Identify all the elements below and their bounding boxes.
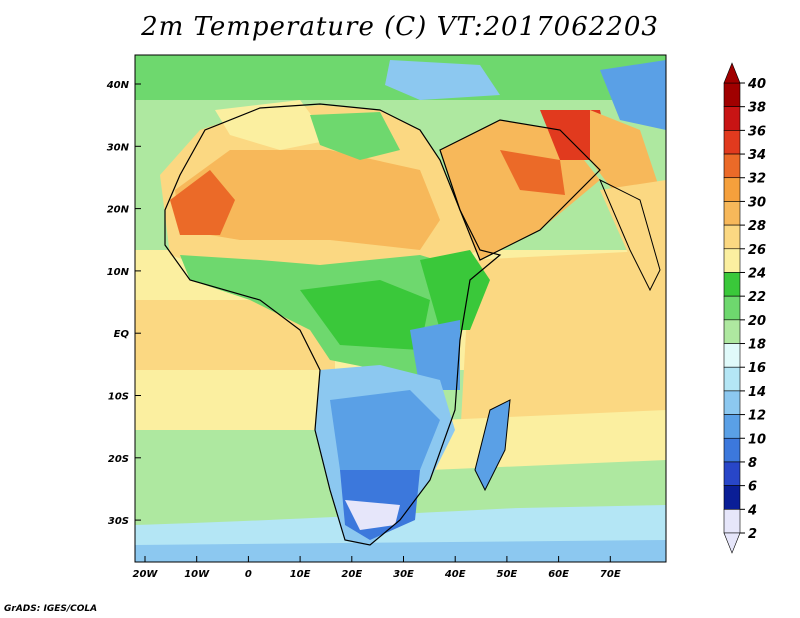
colorbar-segment xyxy=(723,461,741,486)
colorbar-label: 8 xyxy=(748,456,757,471)
colorbar-segment xyxy=(723,177,741,202)
colorbar-bottom-arrow xyxy=(723,532,741,554)
lon-label: 20E xyxy=(341,569,362,580)
colorbar-segment xyxy=(723,153,741,179)
latitude-axis: 40N 30N 20N 10N EQ 10S 20S 30S xyxy=(106,80,141,527)
indian-ocean-warm xyxy=(460,250,666,440)
colorbar-label: 22 xyxy=(748,290,766,305)
ethiopia-green xyxy=(420,250,490,330)
longitude-axis: 20W 10W 0 10E 20E 30E 40E 50E 60E 70E xyxy=(133,556,621,580)
lat-label: 30S xyxy=(108,516,129,527)
lat-label: 40N xyxy=(106,80,130,91)
india-warm xyxy=(600,180,666,290)
colorbar-label: 16 xyxy=(748,361,766,376)
colorbar-label: 32 xyxy=(748,172,766,187)
colorbar-segment xyxy=(723,366,741,392)
madagascar-coastline xyxy=(474,399,511,492)
colorbar-label: 28 xyxy=(748,219,766,234)
colorbar-label: 40 xyxy=(747,77,766,92)
madagascar xyxy=(475,400,510,490)
colorbar-top-arrow xyxy=(723,62,741,84)
lat-label: 20N xyxy=(107,205,130,216)
congo-green xyxy=(300,280,430,350)
colorbar-segment xyxy=(723,224,741,250)
lon-label: 60E xyxy=(548,569,569,580)
atlantic-cool-band xyxy=(135,430,315,530)
colorbar-label: 12 xyxy=(748,409,766,424)
colorbar-segment xyxy=(723,319,741,344)
grads-credit: GrADS: IGES/COLA xyxy=(4,604,98,614)
colorbar-label: 38 xyxy=(748,101,766,116)
sahara-hot xyxy=(175,150,440,250)
atlantic-south-band xyxy=(135,370,335,430)
east-africa-cool xyxy=(410,320,460,390)
colorbar-label: 30 xyxy=(748,195,766,210)
colorbar-label: 34 xyxy=(748,148,766,163)
lon-label: 50E xyxy=(497,569,518,580)
lon-label: 10E xyxy=(290,569,311,580)
lat-label: 30N xyxy=(107,142,130,153)
india-coastline xyxy=(599,178,661,292)
lat-label: 10N xyxy=(107,267,130,278)
lesotho-cold xyxy=(345,500,400,530)
colorbar: 40 38 36 34 32 30 28 26 24 22 20 18 16 14 12 10 8 6 4 2 xyxy=(723,62,766,554)
map-plot-area xyxy=(135,55,666,562)
colorbar-segment xyxy=(723,390,741,415)
colorbar-label: 18 xyxy=(748,338,766,353)
map-title: 2m Temperature (C) VT:2017062203 xyxy=(141,12,659,42)
colorbar-segment xyxy=(723,248,741,273)
colorbar-segment xyxy=(723,130,741,155)
colorbar-segment xyxy=(723,509,741,534)
colorbar-label: 4 xyxy=(747,503,757,518)
colorbar-label: 10 xyxy=(748,432,766,447)
colorbar-segment xyxy=(723,414,741,439)
lat-label: 20S xyxy=(108,454,129,465)
lon-label: 70E xyxy=(600,569,621,580)
zambia-cool xyxy=(330,390,440,480)
mauritania-hot xyxy=(170,170,235,235)
colorbar-label: 2 xyxy=(748,527,757,542)
libya-green xyxy=(310,112,400,160)
africa-coastline xyxy=(164,103,502,546)
himalaya-cool xyxy=(600,60,666,130)
gulf-hot xyxy=(500,150,565,195)
map-frame xyxy=(134,54,667,563)
lat-label: 10S xyxy=(108,392,129,403)
colorbar-label: 26 xyxy=(748,243,766,258)
lon-label: 40E xyxy=(444,569,466,580)
lat-label: EQ xyxy=(114,329,130,340)
colorbar-segment xyxy=(723,343,741,368)
colorbar-segment xyxy=(723,201,741,226)
lon-label: 30E xyxy=(393,569,414,580)
turkey-cool xyxy=(385,60,500,100)
arabia-coastline xyxy=(439,119,601,261)
colorbar-segment xyxy=(723,437,741,463)
colorbar-label: 6 xyxy=(748,480,757,495)
colorbar-label: 24 xyxy=(748,266,766,281)
lon-label: 20W xyxy=(133,569,159,580)
colorbar-segment xyxy=(723,485,741,510)
colorbar-segment xyxy=(723,106,741,131)
lon-label: 0 xyxy=(245,569,252,580)
lon-label: 10W xyxy=(184,569,210,580)
algeria-north xyxy=(215,100,330,150)
pakistan-hot xyxy=(590,110,660,200)
colorbar-segment xyxy=(723,272,741,297)
colorbar-segment xyxy=(723,82,741,107)
colorbar-label: 20 xyxy=(748,314,766,329)
colorbar-segment xyxy=(723,295,741,321)
colorbar-label: 36 xyxy=(748,124,766,139)
colorbar-label: 14 xyxy=(748,385,766,400)
